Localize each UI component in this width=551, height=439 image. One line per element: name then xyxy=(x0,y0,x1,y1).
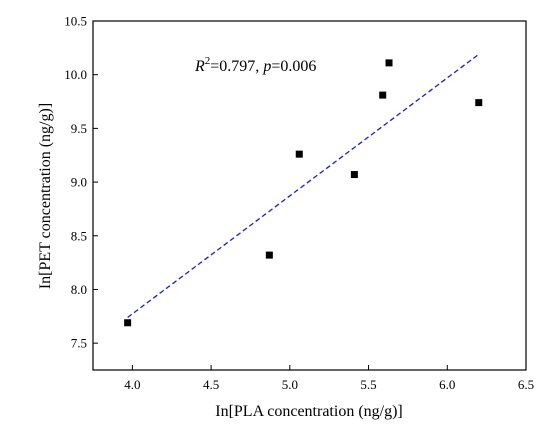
y-tick-label: 9.5 xyxy=(71,121,87,136)
data-point xyxy=(379,91,387,99)
y-axis-title: In[PET concentration (ng/g)] xyxy=(37,103,54,289)
data-point xyxy=(265,251,273,259)
y-tick-label: 10.0 xyxy=(64,67,87,82)
data-point xyxy=(124,319,132,327)
y-tick-label: 9.0 xyxy=(71,175,87,190)
x-tick-label: 5.0 xyxy=(282,377,298,392)
data-point xyxy=(475,99,483,107)
x-tick-label: 6.5 xyxy=(518,377,534,392)
x-tick-label: 6.0 xyxy=(439,377,455,392)
trendline xyxy=(127,53,480,318)
annotation-sup: 2 xyxy=(205,55,211,67)
x-axis-title: In[PLA concentration (ng/g)] xyxy=(215,403,403,420)
annotation-tail: =0.006 xyxy=(271,58,316,75)
x-tick-label: 5.5 xyxy=(360,377,376,392)
y-tick-label: 8.5 xyxy=(71,228,87,243)
annotation-text: R2=0.797, p=0.006 xyxy=(194,55,316,75)
trendline-group xyxy=(127,53,480,318)
annotation-r: R xyxy=(194,58,205,75)
x-axis-ticks: 4.0 4.5 5.0 5.5 6.0 6.5 xyxy=(124,365,534,392)
y-tick-label: 10.5 xyxy=(64,14,87,29)
data-point xyxy=(385,59,393,67)
data-point xyxy=(350,171,358,179)
annotation-mid: =0.797, xyxy=(210,58,263,75)
data-points xyxy=(124,59,483,327)
y-axis-ticks: 7.5 8.0 8.5 9.0 9.5 10.0 10.5 xyxy=(64,14,98,351)
data-point xyxy=(295,150,303,158)
x-tick-label: 4.5 xyxy=(203,377,219,392)
y-tick-label: 7.5 xyxy=(71,336,87,351)
x-tick-label: 4.0 xyxy=(124,377,140,392)
plot-frame xyxy=(92,20,527,371)
y-tick-label: 8.0 xyxy=(71,282,87,297)
annotation-p: p xyxy=(262,58,271,75)
